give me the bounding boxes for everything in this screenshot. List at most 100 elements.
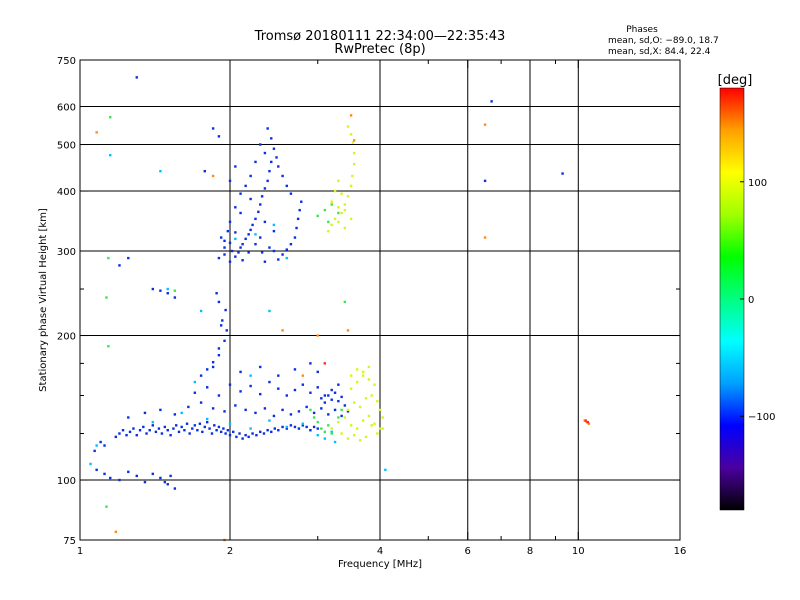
data-point — [118, 478, 121, 482]
data-point — [346, 125, 350, 128]
data-point — [217, 425, 221, 429]
data-point — [159, 476, 162, 480]
data-point — [330, 430, 333, 434]
data-point — [107, 345, 110, 348]
data-point — [364, 397, 368, 400]
data-point — [270, 430, 273, 434]
data-point — [273, 427, 276, 430]
data-point — [93, 449, 96, 453]
data-point — [367, 378, 371, 381]
data-point — [157, 427, 161, 430]
data-point — [277, 258, 280, 261]
data-point — [234, 231, 237, 234]
data-point — [483, 179, 487, 183]
axis-ticks: 1 2 4 6 8 10 16 75 100 200 300 400 500 600 750 — [57, 56, 686, 557]
data-point — [263, 220, 267, 224]
data-point — [163, 480, 167, 484]
data-point — [180, 411, 183, 415]
data-point — [193, 424, 197, 427]
data-point — [316, 386, 319, 389]
data-point — [337, 383, 340, 386]
data-point — [127, 256, 130, 260]
data-point — [239, 211, 242, 215]
data-point — [228, 220, 232, 224]
data-point — [587, 422, 591, 425]
data-point — [358, 439, 362, 442]
data-point — [298, 208, 301, 212]
data-point — [320, 397, 323, 400]
data-point — [239, 192, 242, 195]
data-point — [376, 432, 379, 435]
data-point — [205, 368, 209, 371]
data-point — [217, 347, 221, 350]
data-point — [349, 374, 353, 377]
data-point — [337, 206, 340, 209]
data-point — [309, 408, 312, 412]
data-point — [367, 365, 371, 369]
data-point — [241, 242, 244, 246]
data-point — [151, 472, 155, 476]
data-point — [148, 429, 151, 432]
data-point — [228, 179, 232, 183]
data-point — [217, 353, 221, 357]
data-point — [333, 391, 337, 394]
data-point — [349, 217, 353, 221]
data-point — [340, 408, 343, 412]
data-point — [203, 169, 206, 173]
data-point — [109, 476, 112, 480]
data-point — [211, 127, 215, 130]
data-point — [244, 408, 247, 412]
data-point — [330, 432, 333, 435]
data-point — [199, 309, 203, 313]
data-point — [234, 165, 237, 168]
data-point — [183, 429, 186, 432]
data-point — [255, 433, 258, 437]
data-point — [262, 432, 266, 435]
data-point — [244, 184, 247, 188]
data-point — [217, 135, 221, 138]
data-point — [301, 424, 305, 427]
data-point — [254, 242, 257, 246]
data-point — [99, 440, 102, 444]
data-point — [247, 435, 250, 439]
data-point — [289, 192, 293, 195]
data-point — [239, 246, 242, 249]
data-point — [364, 435, 368, 439]
data-point — [249, 374, 252, 377]
data-point — [268, 169, 271, 173]
data-point — [340, 395, 343, 399]
data-point — [217, 256, 221, 260]
scatter-points — [89, 76, 591, 542]
data-point — [316, 370, 319, 374]
data-point — [260, 251, 264, 254]
data-point — [241, 259, 244, 262]
stats-heading: Phases — [626, 25, 658, 35]
data-point — [378, 427, 382, 430]
data-point — [247, 251, 250, 254]
data-point — [228, 383, 232, 386]
data-point — [187, 405, 190, 409]
chart-title: Tromsø 20180111 22:34:00—22:35:43 — [254, 29, 506, 44]
data-point — [128, 430, 132, 434]
data-point — [221, 319, 224, 322]
data-point — [330, 203, 333, 206]
data-point — [285, 184, 288, 188]
colorbar-label: [deg] — [718, 73, 753, 88]
data-point — [337, 399, 340, 403]
data-point — [166, 483, 169, 486]
data-point — [151, 287, 155, 291]
data-point — [277, 387, 280, 390]
data-point — [251, 223, 254, 227]
data-point — [301, 422, 305, 425]
data-point — [351, 174, 354, 178]
data-point — [376, 399, 379, 403]
data-point — [483, 123, 487, 126]
data-point — [327, 413, 330, 416]
data-point — [373, 383, 376, 386]
data-point — [177, 430, 181, 434]
data-point — [343, 300, 347, 304]
data-point — [272, 147, 276, 150]
data-point — [323, 437, 327, 440]
data-point — [337, 420, 340, 424]
